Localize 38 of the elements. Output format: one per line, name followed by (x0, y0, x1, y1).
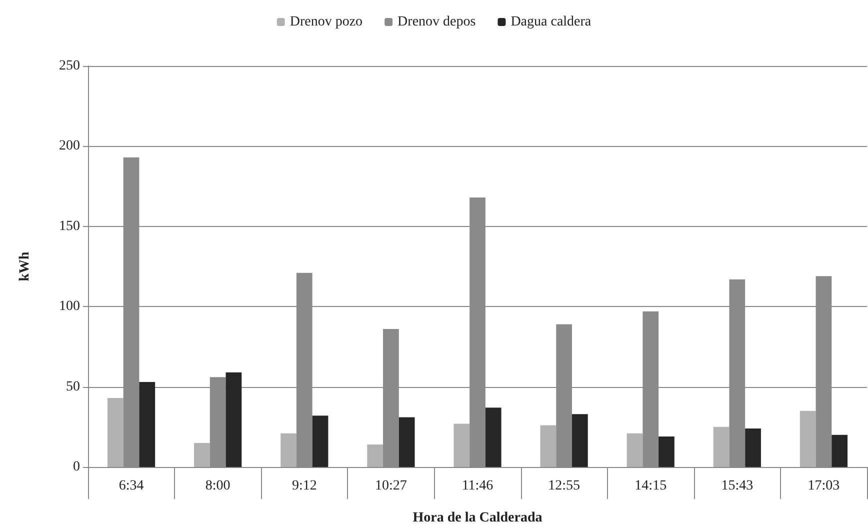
bar (398, 417, 415, 467)
x-tick-label: 15:43 (721, 478, 754, 494)
bar (626, 433, 643, 467)
x-axis-title: Hora de la Calderada (412, 510, 542, 526)
bar (540, 425, 556, 467)
bar (745, 428, 761, 467)
x-tick-label: 10:27 (375, 478, 407, 494)
bar (280, 433, 296, 467)
y-tick-label: 250 (59, 58, 80, 74)
x-tick-label: 11:46 (462, 478, 494, 494)
bar (713, 426, 730, 467)
bar (832, 434, 848, 467)
bar (572, 414, 588, 467)
x-tick-label: 9:12 (292, 478, 317, 494)
y-tick-label: 100 (59, 299, 80, 314)
bar (226, 372, 242, 467)
bar (194, 442, 210, 467)
bar (800, 410, 816, 467)
x-tick-label: 14:15 (634, 478, 667, 494)
bar (367, 444, 384, 467)
legend-label: Dagua caldera (510, 14, 592, 30)
bar (485, 408, 502, 467)
legend-label: Drenov pozo (290, 14, 363, 30)
y-tick-label: 50 (66, 379, 80, 394)
bar (454, 424, 470, 467)
legend-label: Drenov depos (398, 14, 476, 30)
x-tick-label: 12:55 (548, 478, 580, 494)
bar (107, 398, 124, 467)
y-tick-label: 200 (59, 138, 80, 154)
y-axis-title: kWh (18, 252, 32, 282)
x-tick-label: 17:03 (808, 478, 840, 494)
bar (139, 382, 156, 467)
bar (312, 416, 328, 467)
y-tick-label: 0 (73, 460, 80, 474)
y-tick-label: 150 (59, 218, 80, 234)
x-tick-label: 8:00 (205, 478, 230, 494)
bar (658, 436, 674, 467)
x-tick-label: 6:34 (118, 478, 144, 494)
